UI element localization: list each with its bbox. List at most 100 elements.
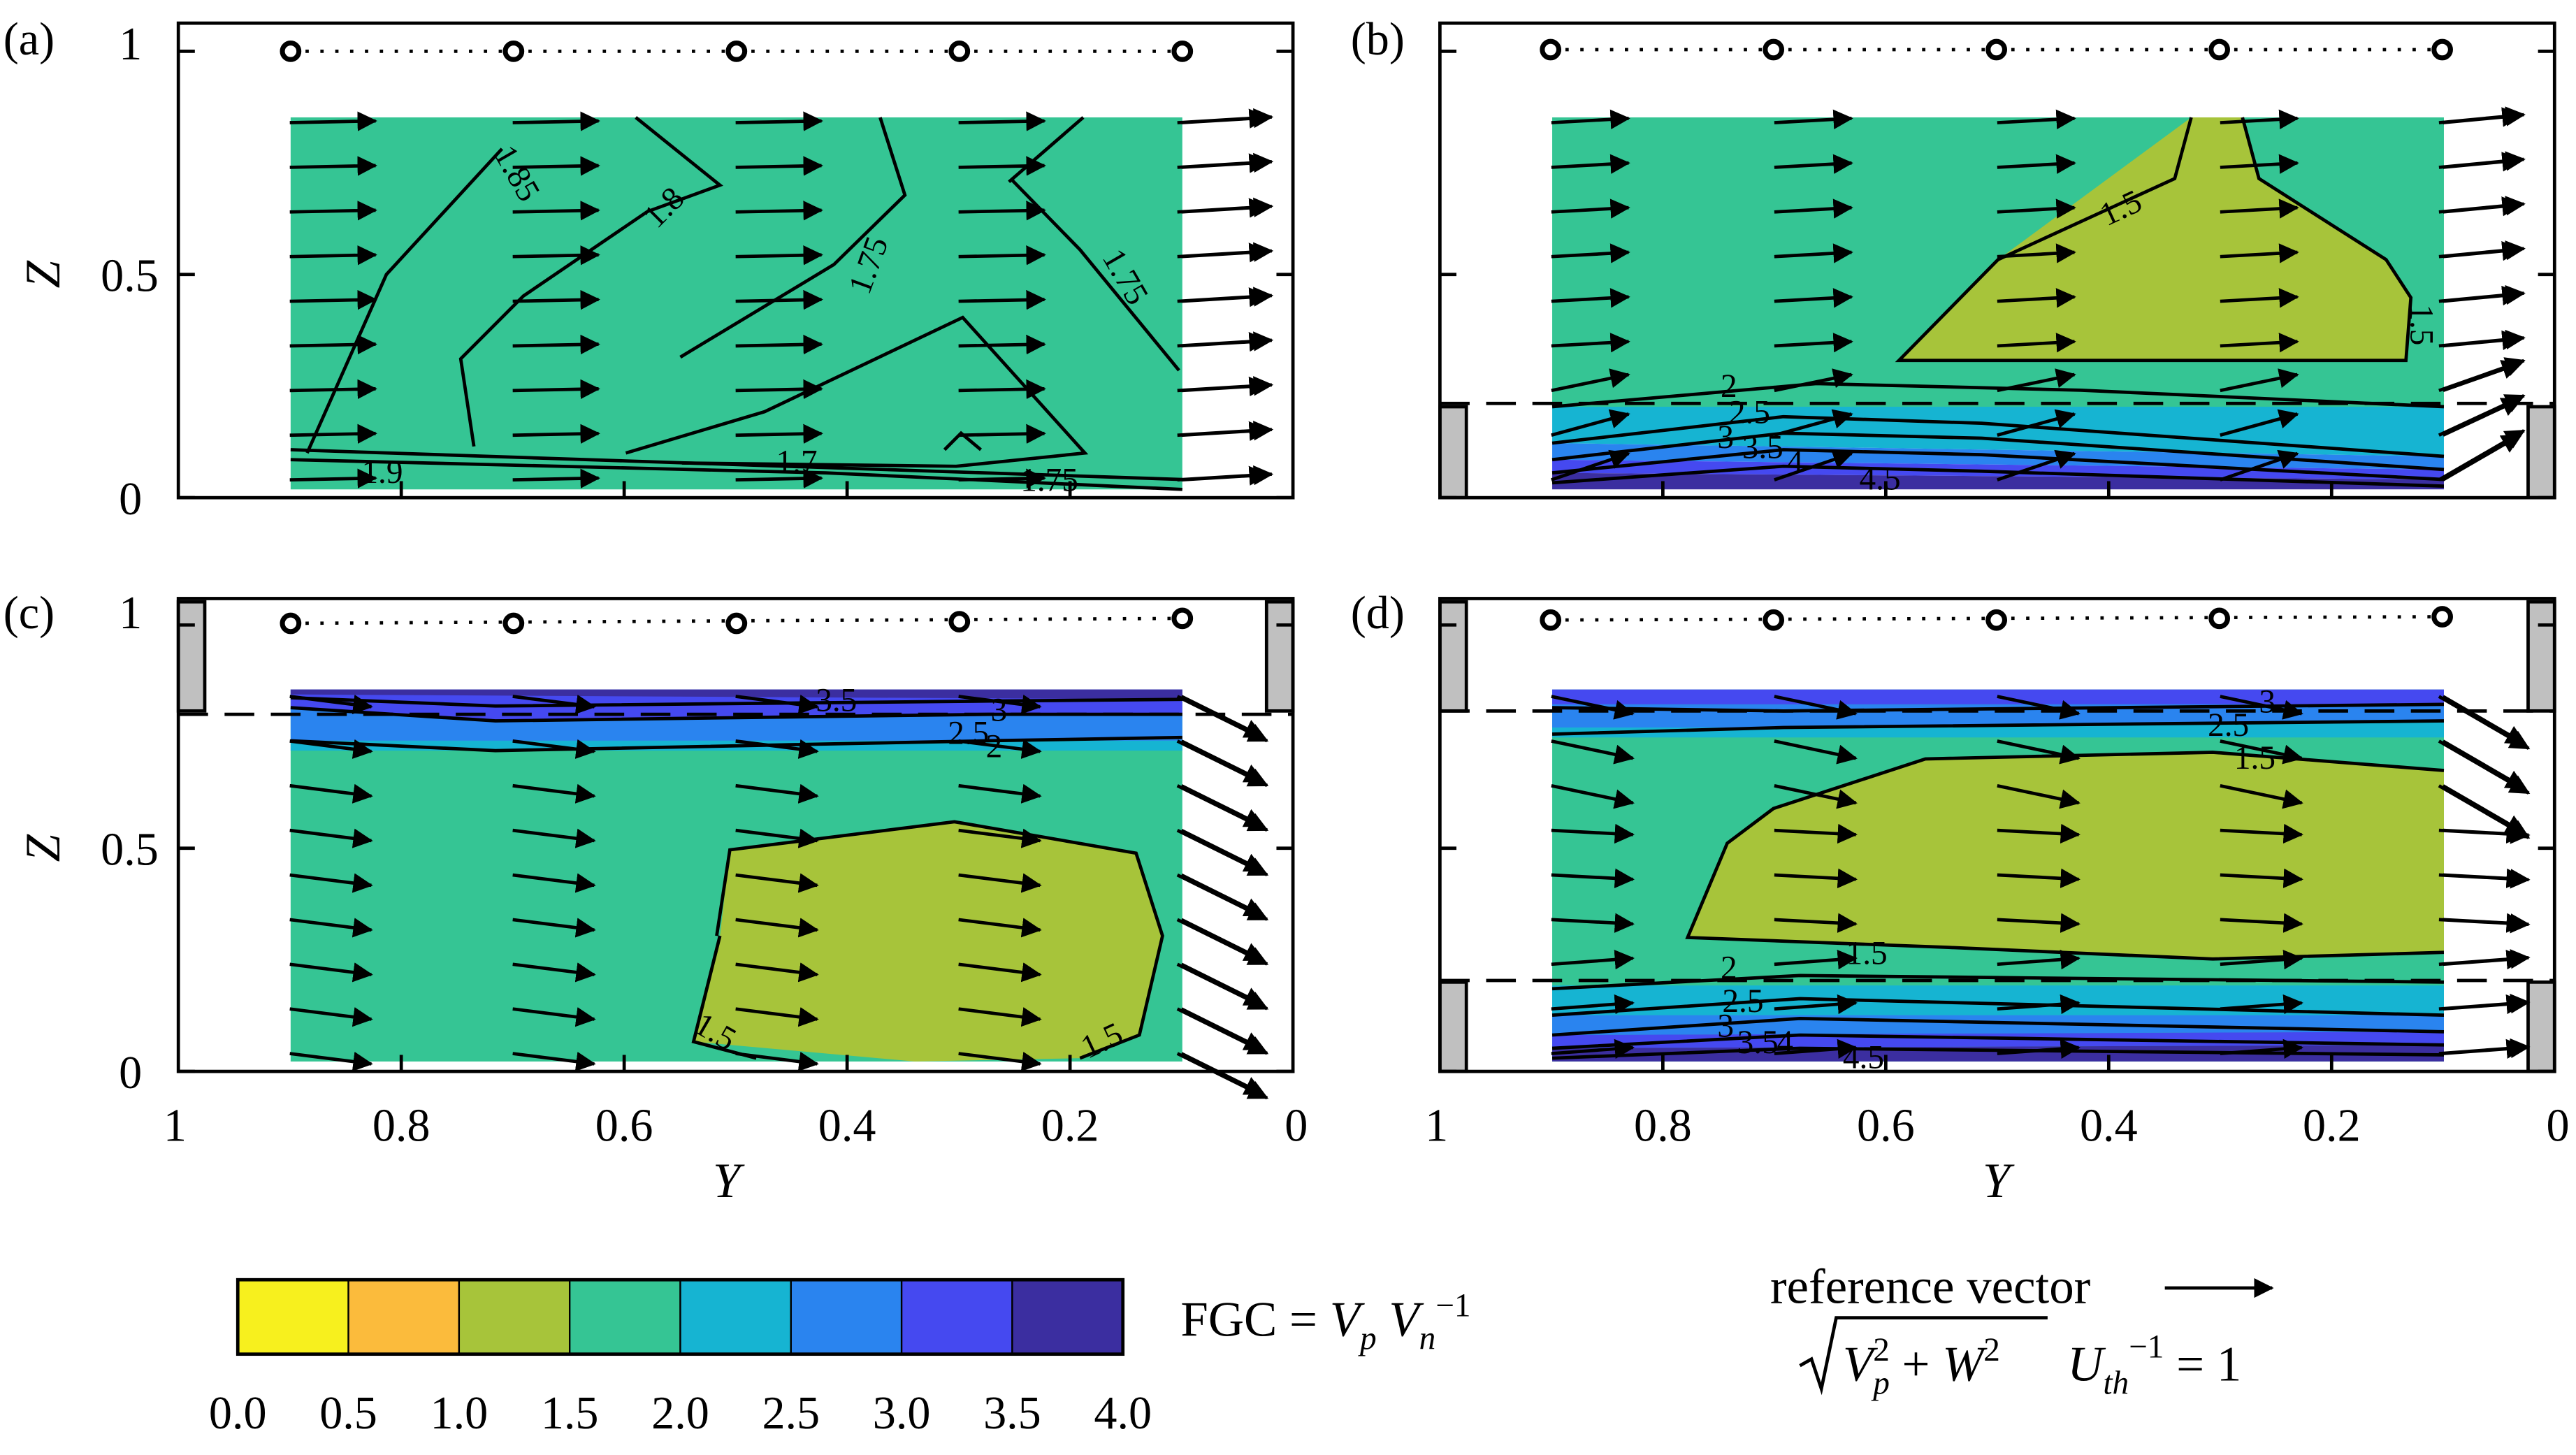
velocity-vector [1997, 783, 2081, 809]
colorbar-tick-label: 2.5 [762, 1388, 820, 1439]
colorbar-bin [237, 1279, 349, 1355]
velocity-vector [1997, 288, 2076, 308]
velocity-vector [1551, 449, 1630, 482]
velocity-vector [1177, 197, 1274, 217]
velocity-vector [735, 1007, 819, 1027]
panel-d-wall-bottom-right [2526, 980, 2556, 1073]
velocity-vector [289, 289, 377, 310]
velocity-vector [1551, 198, 1630, 219]
velocity-vector [1551, 288, 1630, 308]
circle-marker [280, 40, 302, 62]
velocity-vector [958, 289, 1046, 310]
velocity-vector [512, 156, 600, 176]
panel-c-wall-left [176, 600, 207, 713]
panel-c-xtick-label: 0 [1285, 1100, 1308, 1151]
panel-d-region-olive [1687, 752, 2444, 960]
panel-a-top-band [280, 40, 1194, 62]
panel-d-contour-label: 3 [1717, 1008, 1734, 1044]
velocity-vector [2220, 243, 2299, 263]
velocity-vector [2220, 409, 2299, 437]
panel-d-contour-label: 4 [1777, 1025, 1793, 1061]
circle-marker [2431, 38, 2453, 61]
velocity-vector [1180, 829, 1265, 873]
velocity-vector [289, 962, 373, 983]
velocity-vector [289, 424, 377, 444]
velocity-vector [289, 334, 377, 355]
colorbar-ticks: 0.0 0.5 1.0 1.5 2.0 2.5 3.0 3.5 4.0 [209, 1388, 1152, 1439]
panel-b-ticks [1440, 49, 2555, 500]
velocity-vector [512, 245, 600, 266]
circle-marker [1985, 38, 2008, 61]
panel-c-xtick-label: 0.8 [372, 1100, 430, 1151]
panel-a-ylabel: Z [16, 259, 71, 288]
velocity-vector [2220, 783, 2303, 809]
colorbar-bin [790, 1279, 903, 1355]
velocity-vector [1180, 1007, 1265, 1051]
velocity-vector [1774, 198, 1853, 219]
velocity-vector [958, 739, 1042, 759]
velocity-vector [1774, 449, 1853, 482]
velocity-vector [289, 379, 377, 400]
panel-c-vectors [289, 694, 1269, 1100]
panel-c-ticks [178, 623, 1294, 1073]
velocity-vector [512, 694, 596, 715]
velocity-vector [2220, 913, 2303, 933]
velocity-vector [1551, 243, 1630, 263]
panel-d-contour-label: 1.5 [1846, 935, 1888, 971]
velocity-vector [1551, 109, 1630, 130]
velocity-vector [512, 1007, 596, 1027]
velocity-vector [1774, 154, 1853, 174]
colorbar-tick-label: 2.0 [651, 1388, 709, 1439]
velocity-vector [2438, 1038, 2531, 1059]
velocity-vector [1551, 783, 1635, 809]
velocity-vector [1774, 868, 1858, 888]
velocity-vector [735, 468, 823, 488]
velocity-vector [958, 828, 1042, 848]
panel-a-ytick-label: 0.5 [101, 250, 159, 301]
velocity-vector [1997, 739, 2081, 765]
velocity-vector [958, 468, 1046, 488]
velocity-vector [735, 334, 823, 355]
velocity-vector [1774, 823, 1858, 844]
panel-d-xtick-label: 0 [2546, 1100, 2569, 1151]
panel-c-ytick-label: 0 [119, 1048, 142, 1099]
velocity-vector [958, 424, 1046, 444]
velocity-vector [735, 918, 819, 938]
velocity-vector [1774, 949, 1858, 970]
velocity-vector [2438, 869, 2531, 889]
colorbar-tick-label: 3.0 [873, 1388, 931, 1439]
velocity-vector [1177, 152, 1274, 173]
panel-c-xlabel: Y [713, 1154, 745, 1208]
velocity-vector [1176, 1007, 1269, 1055]
velocity-vector [289, 1051, 373, 1072]
colorbar-label: FGC = Vp Vn−1 [1180, 1287, 1470, 1356]
velocity-vector [2442, 784, 2526, 834]
colorbar-bin [900, 1279, 1013, 1355]
velocity-vector [1997, 868, 2081, 888]
velocity-vector [1997, 154, 2076, 174]
velocity-vector [289, 156, 377, 176]
circle-marker [2431, 606, 2453, 628]
velocity-vector [735, 156, 823, 176]
velocity-vector [289, 873, 373, 893]
velocity-vector [2220, 368, 2299, 393]
panel-c-xtick-label: 1 [164, 1100, 187, 1151]
velocity-vector [958, 334, 1046, 355]
velocity-vector [2438, 151, 2526, 171]
colorbar-bin [347, 1279, 461, 1355]
velocity-vector [958, 245, 1046, 266]
panel-c-xtick-label: 0.2 [1041, 1100, 1099, 1151]
velocity-vector [1551, 739, 1635, 765]
velocity-vector [1176, 918, 1269, 966]
panel-b-contour-label: 1.5 [2403, 304, 2440, 345]
velocity-vector [2438, 106, 2526, 126]
velocity-vector [512, 962, 596, 983]
velocity-vector [1551, 333, 1630, 353]
velocity-vector [2220, 449, 2299, 482]
panel-c-region-blue [290, 707, 1182, 741]
velocity-vector [2220, 695, 2303, 720]
velocity-vector [735, 783, 819, 804]
velocity-vector [1774, 739, 1858, 765]
velocity-vector [2438, 993, 2531, 1014]
velocity-vector [2442, 433, 2522, 482]
